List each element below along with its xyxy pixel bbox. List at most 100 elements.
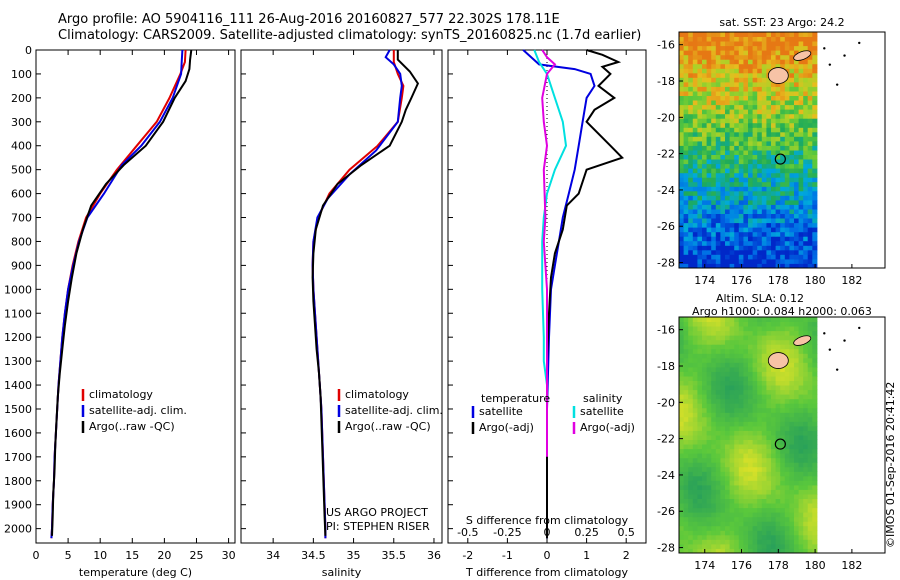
temperature-axis-label: temperature (deg C) — [79, 566, 192, 579]
sla_map-xtick-label: 176 — [731, 559, 752, 572]
sla_map-xtick-label: 178 — [768, 559, 789, 572]
depth-tick-label: 900 — [11, 259, 32, 272]
depth-tick-label: 1700 — [4, 451, 32, 464]
difference-salinity-tick-label: 0.25 — [574, 526, 599, 539]
depth-tick-label: 400 — [11, 140, 32, 153]
difference-salinity-tick-label: 0 — [544, 526, 551, 539]
depth-tick-label: 800 — [11, 235, 32, 248]
salinity-xtick-label: 36 — [427, 549, 441, 562]
difference-xtick-label: 1 — [583, 549, 590, 562]
depth-tick-label: 1600 — [4, 427, 32, 440]
sla_map-land-islet — [835, 368, 839, 371]
sla_map-land-islet — [828, 348, 832, 351]
sla_map-land-viti-levu — [767, 352, 789, 369]
sst_map-argo-marker — [774, 153, 786, 165]
sla_map-land-islet — [858, 326, 861, 330]
sst_map-land-islet — [828, 63, 832, 66]
temperature-legend-entry: Argo(..raw -QC) — [89, 420, 175, 433]
salinity-xtick-label: 34.5 — [301, 549, 326, 562]
salinity-xtick-label: 35.5 — [382, 549, 407, 562]
difference-series-satellite — [522, 49, 596, 539]
depth-tick-label: 2000 — [4, 523, 32, 536]
depth-tick-label: 1200 — [4, 331, 32, 344]
salinity-legend-entry: Argo(..raw -QC) — [345, 420, 431, 433]
sst_map-land-islet — [843, 54, 846, 57]
sst_map-ytick-label: -22 — [657, 148, 675, 161]
difference-temperature-axis-label: T difference from climatology — [465, 566, 628, 579]
sst_map-xtick-label: 178 — [768, 274, 789, 287]
sst_map-frame — [678, 31, 886, 269]
sst_map-land-viti-levu — [767, 67, 789, 84]
sla_map-ytick-label: -18 — [657, 360, 675, 373]
salinity-annotation-line: US ARGO PROJECT — [326, 506, 428, 519]
sla_map-ytick-label: -20 — [657, 396, 675, 409]
depth-tick-label: 700 — [11, 212, 32, 225]
difference-legend-entry: satellite — [580, 405, 624, 418]
difference-xtick-label: -1 — [502, 549, 513, 562]
sst_map-ytick-label: -16 — [657, 39, 675, 52]
difference-salinity-tick-label: 0.5 — [617, 526, 635, 539]
salinity-xtick-label: 35 — [347, 549, 361, 562]
difference-xtick-label: -2 — [462, 549, 473, 562]
depth-tick-label: 1900 — [4, 499, 32, 512]
depth-tick-label: 1500 — [4, 403, 32, 416]
sst_map-ytick-label: -26 — [657, 220, 675, 233]
difference-legend-entry: Argo(-adj) — [580, 421, 635, 434]
difference-xtick-label: 2 — [623, 549, 630, 562]
sst_map-xtick-label: 180 — [805, 274, 826, 287]
header-line-2: Climatology: CARS2009. Satellite-adjuste… — [58, 28, 642, 43]
sst_map-xtick-label: 182 — [841, 274, 862, 287]
depth-tick-label: 1800 — [4, 475, 32, 488]
salinity-series-climatology — [311, 50, 405, 539]
salinity-xtick-label: 34 — [266, 549, 280, 562]
sst_map-xtick-label: 176 — [731, 274, 752, 287]
difference-series-argoadj — [541, 49, 557, 457]
difference-xtick-label: 0 — [544, 549, 551, 562]
salinity-axis-label: salinity — [322, 566, 362, 579]
sla_map-land-islet — [823, 332, 826, 335]
sst_map-land-islet — [835, 83, 839, 86]
temperature-xtick-label: 5 — [65, 549, 72, 562]
sst_map-heatmap-cells — [679, 32, 818, 269]
temperature-xtick-label: 0 — [33, 549, 40, 562]
difference-salinity-axis-label: S difference from climatology — [466, 514, 629, 527]
temperature-xtick-label: 30 — [222, 549, 236, 562]
sla_map-ytick-label: -24 — [657, 469, 675, 482]
temperature-xtick-label: 15 — [125, 549, 139, 562]
sst-map-title: sat. SST: 23 Argo: 24.2 — [719, 16, 844, 29]
temperature-xtick-label: 25 — [189, 549, 203, 562]
sst_map-land-islet — [823, 47, 826, 50]
difference-legend-entry: Argo(-adj) — [479, 421, 534, 434]
sla-map-subtitle: Argo h1000: 0.084 h2000: 0.063 — [692, 305, 872, 318]
sla_map-ytick-label: -16 — [657, 324, 675, 337]
depth-tick-label: 300 — [11, 116, 32, 129]
sst_map-ytick-label: -24 — [657, 184, 675, 197]
sla_map-xtick-label: 174 — [694, 559, 715, 572]
sla_map-ytick-label: -22 — [657, 433, 675, 446]
salinity-series-satelliteadjclim — [311, 49, 403, 539]
sla_map-argo-marker — [774, 438, 786, 450]
temperature-xtick-label: 10 — [93, 549, 107, 562]
salinity-legend-entry: satellite-adj. clim. — [345, 404, 443, 417]
depth-tick-label: 100 — [11, 68, 32, 81]
difference-series-argoadj — [546, 49, 625, 539]
sla_map-xtick-label: 180 — [805, 559, 826, 572]
difference-legend-salinity-title: salinity — [583, 392, 623, 405]
depth-tick-label: 200 — [11, 92, 32, 105]
sla_map-land-vanua-levu — [793, 335, 812, 346]
depth-tick-label: 1000 — [4, 283, 32, 296]
depth-tick-label: 0 — [25, 44, 32, 57]
difference-legend-entry: satellite — [479, 405, 523, 418]
sst_map-ytick-label: -28 — [657, 257, 675, 270]
sla_map-frame — [678, 316, 886, 554]
sst_map-land-vanua-levu — [793, 50, 812, 61]
salinity-legend-entry: climatology — [345, 388, 409, 401]
sla_map-xtick-label: 182 — [841, 559, 862, 572]
sla_map-ytick-label: -26 — [657, 505, 675, 518]
depth-tick-label: 1300 — [4, 355, 32, 368]
temperature-legend-entry: climatology — [89, 388, 153, 401]
sst_map-land-islet — [858, 41, 861, 45]
difference-legend-temperature-title: temperature — [481, 392, 550, 405]
difference-salinity-tick-label: -0.25 — [493, 526, 521, 539]
difference-salinity-tick-label: -0.5 — [457, 526, 478, 539]
